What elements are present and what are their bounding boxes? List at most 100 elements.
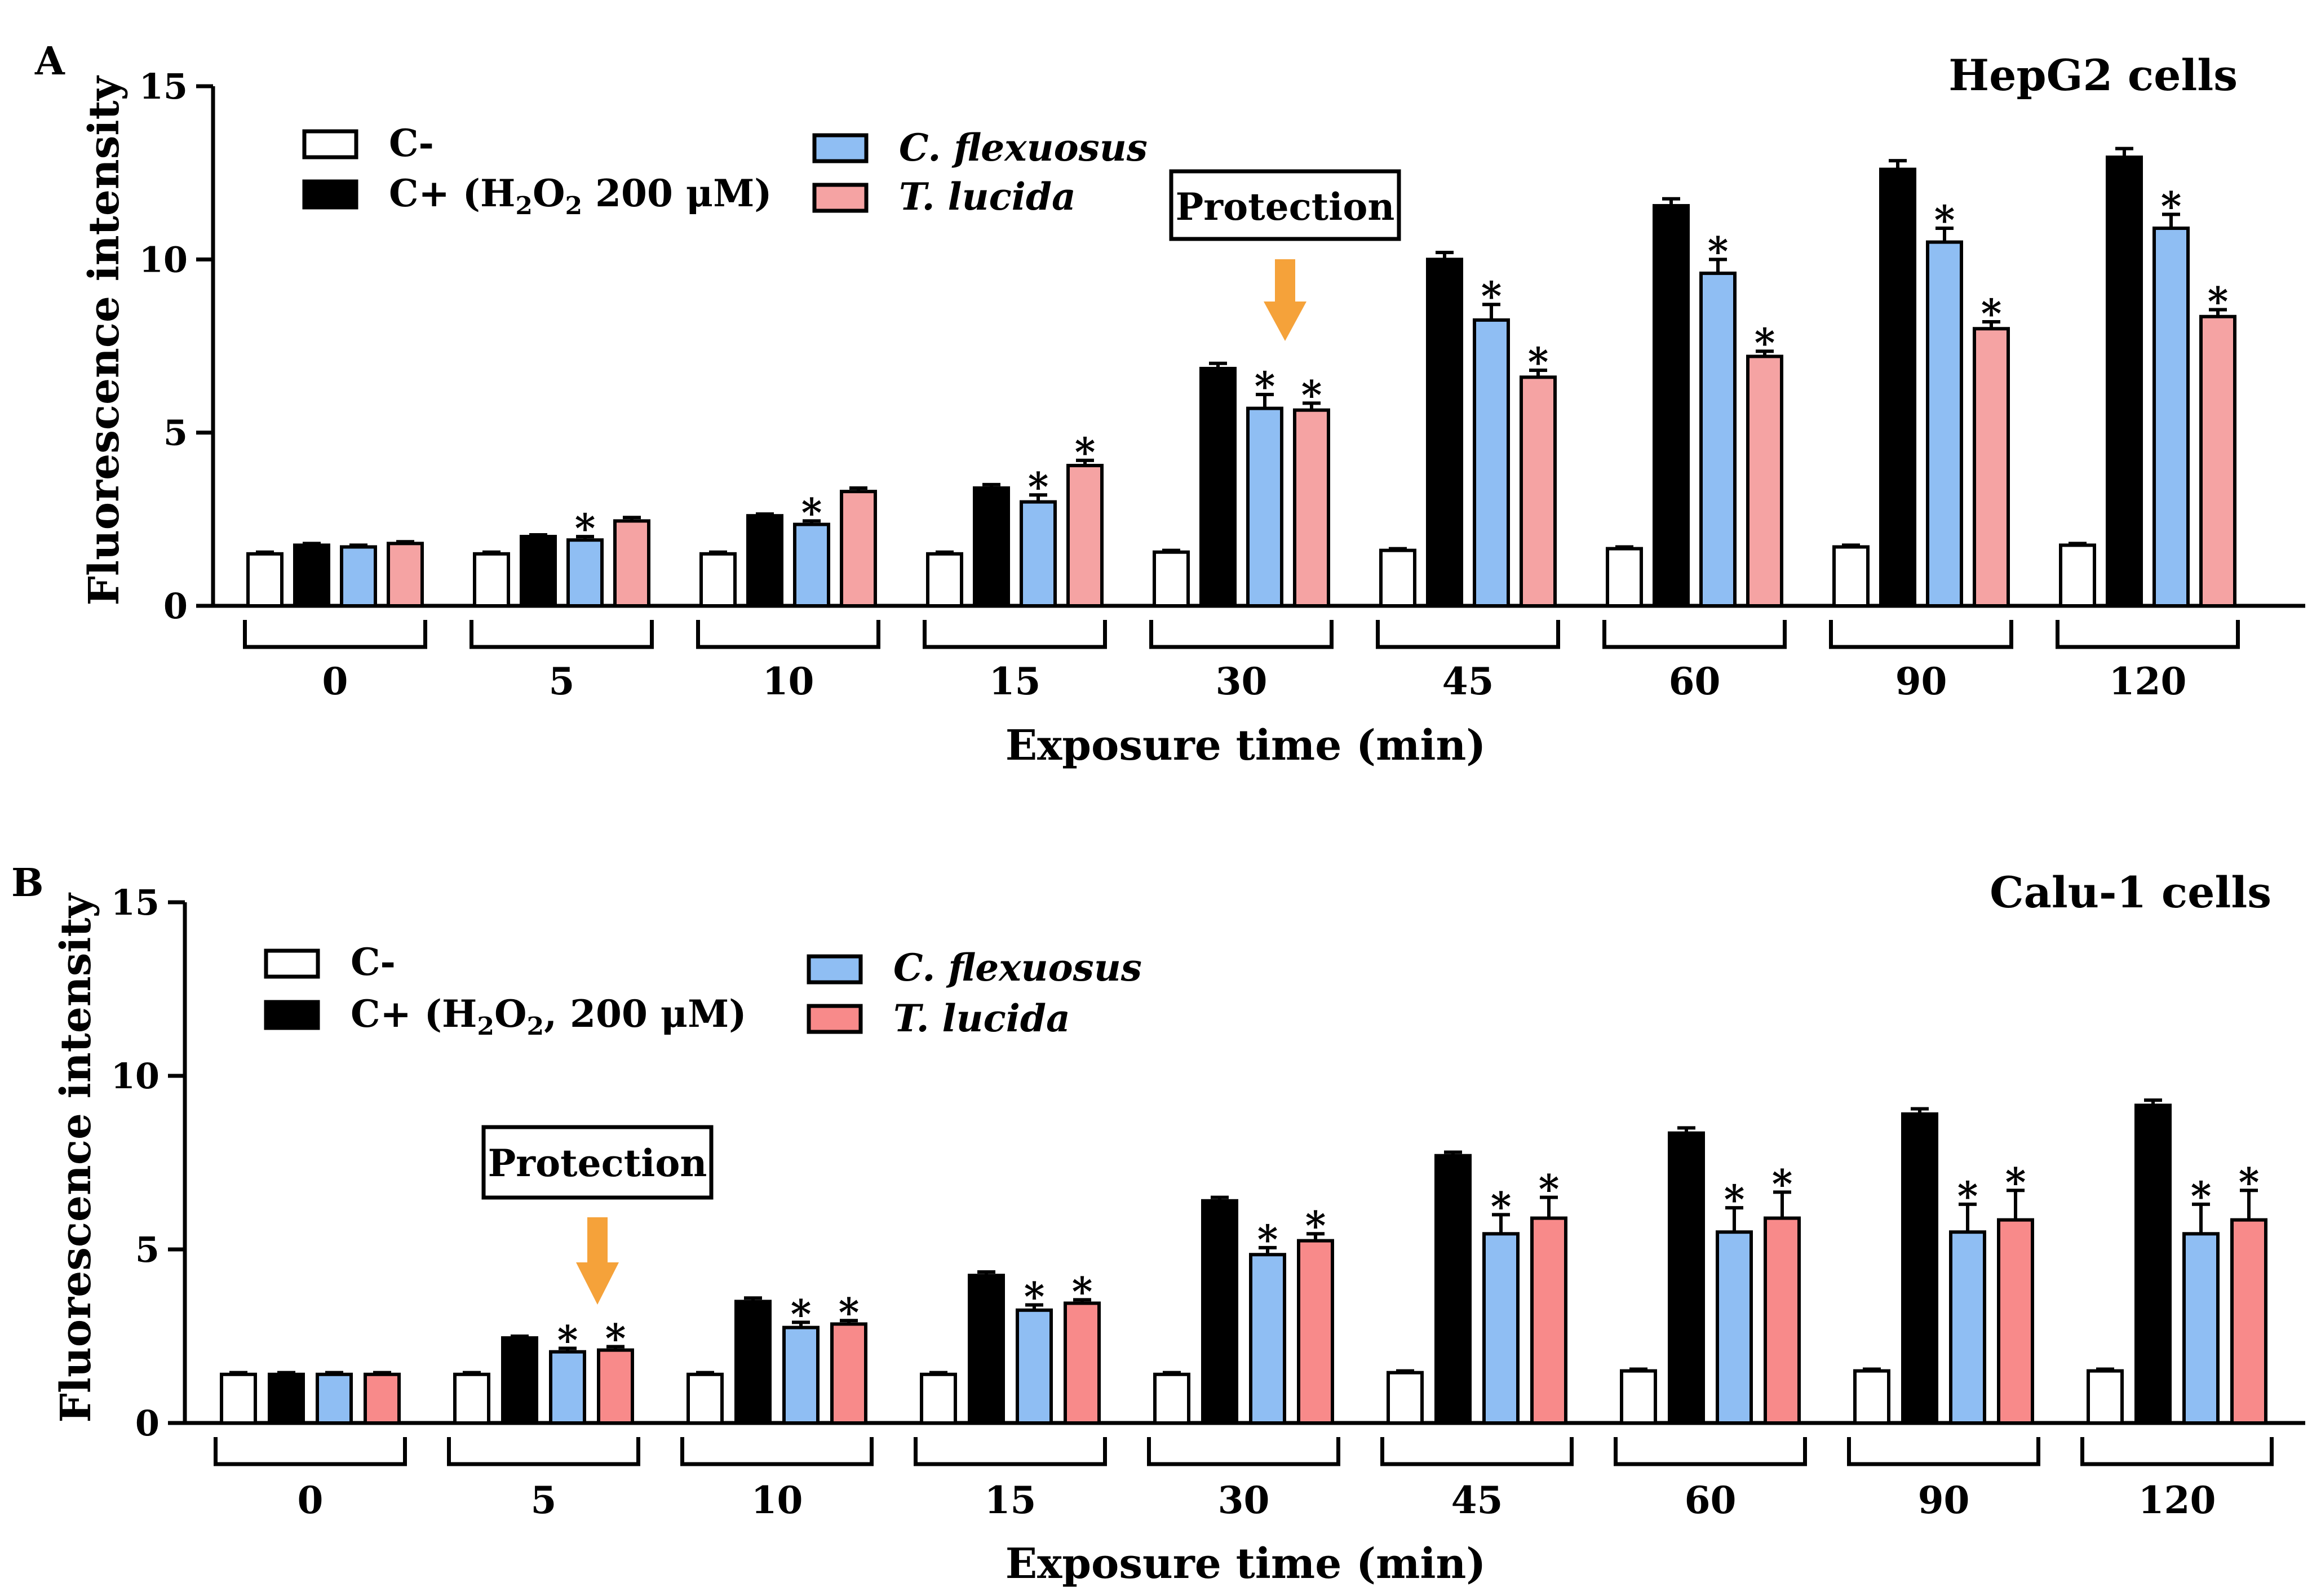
panel-a-bar bbox=[1653, 204, 1690, 608]
legend-a-label-c-plus: C+ (H2O2 200 μM) bbox=[389, 171, 772, 220]
panel-b-x-category-label: 120 bbox=[2138, 1478, 2216, 1522]
panel-a-category-bracket bbox=[243, 620, 427, 649]
panel-b-bar bbox=[1064, 1301, 1101, 1425]
panel-a-category-bracket bbox=[923, 620, 1107, 649]
panel-a-significance-star: * bbox=[1075, 429, 1096, 476]
legend-b-label-c-plus: C+ (H2O2, 200 μM) bbox=[351, 992, 746, 1041]
panel-b-bar bbox=[830, 1322, 867, 1425]
panel-b-y-tick-label: 10 bbox=[111, 1056, 160, 1097]
panel-b-bar bbox=[1530, 1216, 1567, 1425]
panel-a-bar bbox=[1832, 545, 1870, 608]
panel-a-bar bbox=[1926, 240, 1963, 608]
panel-b-bar bbox=[501, 1336, 538, 1425]
panel-a-category-bracket bbox=[1149, 620, 1334, 649]
panel-a-bar bbox=[520, 535, 557, 608]
panel-a-bar bbox=[613, 519, 650, 608]
panel-b-x-axis-title: Exposure time (min) bbox=[1006, 1540, 1486, 1588]
panel-a-letter: A bbox=[34, 39, 65, 84]
panel-b-category-bracket bbox=[447, 1437, 640, 1466]
panel-a-category-bracket bbox=[1376, 620, 1560, 649]
legend-a-label-t-lucida: T. lucida bbox=[899, 175, 1076, 219]
panel-a-bar bbox=[1879, 167, 1916, 608]
panel-b-protection-arrow bbox=[576, 1217, 619, 1305]
panel-a-significance-star: * bbox=[1755, 320, 1775, 366]
panel-a-significance-star: * bbox=[801, 489, 822, 536]
panel-b-bar bbox=[2230, 1218, 2267, 1425]
panel-a-significance-star: * bbox=[1708, 228, 1729, 274]
panel-a-x-category-label: 10 bbox=[763, 659, 814, 703]
panel-b-protection-label: Protection bbox=[488, 1141, 707, 1185]
panel-b-bar bbox=[2087, 1369, 2124, 1425]
panel-b-significance-star: * bbox=[1724, 1176, 1745, 1223]
panel-b-bar bbox=[782, 1325, 820, 1425]
panel-b-significance-star: * bbox=[1257, 1216, 1278, 1263]
panel-b-significance-star: * bbox=[1539, 1166, 1560, 1213]
legend-a-swatch-t-lucida bbox=[812, 183, 869, 213]
panel-a-bar bbox=[1246, 406, 1283, 608]
panel-a-category-bracket bbox=[470, 620, 654, 649]
panel-b-significance-star: * bbox=[1772, 1160, 1793, 1207]
panel-a-bar bbox=[1426, 258, 1463, 608]
panel-b-category-bracket bbox=[680, 1437, 874, 1466]
panel-b-category-bracket bbox=[1380, 1437, 1574, 1466]
panel-b-bar bbox=[1764, 1216, 1801, 1425]
panel-b-y-tick-label: 5 bbox=[135, 1229, 160, 1270]
panel-a-x-category-label: 5 bbox=[549, 659, 575, 703]
panel-a-bar bbox=[1379, 548, 1416, 608]
panel-a: A HepG2 cells Fluorescence intensity Exp… bbox=[34, 39, 2305, 770]
panel-b-category-brackets: 0 5 10 15 30 45 60 90 120 bbox=[214, 1437, 2274, 1522]
panel-b-x-category-label: 45 bbox=[1451, 1478, 1503, 1522]
panel-a-protection-label: Protection bbox=[1176, 185, 1395, 229]
panel-a-y-axis-title: Fluorescence intensity bbox=[80, 75, 129, 605]
panel-a-bars: * * * * * * * * * * * * * * bbox=[246, 147, 2236, 608]
panel-b-significance-star: * bbox=[1072, 1268, 1093, 1315]
panel-b-bar bbox=[453, 1372, 490, 1425]
panel-b-bar bbox=[549, 1350, 586, 1425]
legend-b-swatch-c-plus bbox=[264, 1000, 320, 1030]
panel-b-bar bbox=[1387, 1371, 1424, 1425]
panel-b-bar bbox=[1668, 1131, 1705, 1425]
panel-a-significance-star: * bbox=[1028, 463, 1049, 510]
panel-b-x-category-label: 90 bbox=[1918, 1478, 1970, 1522]
panel-a-significance-star: * bbox=[1255, 363, 1275, 410]
panel-b-category-bracket bbox=[2080, 1437, 2274, 1466]
panel-b-bar bbox=[1901, 1112, 1938, 1425]
panel-a-bar bbox=[699, 552, 737, 608]
panel-a-bar bbox=[2199, 314, 2236, 608]
panel-b-bar bbox=[1297, 1239, 1334, 1425]
panel-a-significance-star: * bbox=[1481, 273, 1502, 320]
legend-a-swatch-c-minus bbox=[302, 129, 358, 159]
panel-b-bar bbox=[1016, 1308, 1053, 1425]
panel-b-bar bbox=[1153, 1372, 1190, 1425]
panel-a-significance-star: * bbox=[1528, 339, 1549, 385]
panel-a-bar bbox=[293, 543, 330, 608]
panel-b-bar bbox=[1949, 1230, 1986, 1425]
panel-b-significance-star: * bbox=[2191, 1173, 2212, 1220]
panel-a-y-tick-label: 0 bbox=[163, 586, 188, 627]
panel-a-bar bbox=[973, 486, 1010, 608]
legend-b-swatch-t-lucida bbox=[807, 1004, 863, 1034]
panel-b-category-bracket bbox=[214, 1437, 407, 1466]
panel-b-bar bbox=[1997, 1218, 2034, 1425]
panel-b-legend: C- C+ (H2O2, 200 μM) C. flexuosus T. luc… bbox=[264, 940, 1142, 1041]
panel-a-bar bbox=[1746, 354, 1783, 608]
panel-b-bars: * * * * * * * * * * * * * * * * bbox=[220, 1098, 2267, 1425]
panel-b-x-category-label: 5 bbox=[531, 1478, 557, 1522]
panel-b-y-tick-label: 0 bbox=[135, 1403, 160, 1444]
panel-a-protection-box bbox=[1169, 169, 1401, 241]
panel-b-x-category-label: 0 bbox=[298, 1478, 324, 1522]
legend-b-label-c-minus: C- bbox=[351, 940, 396, 984]
legend-b-label-t-lucida: T. lucida bbox=[893, 996, 1070, 1040]
legend-a-swatch-c-plus bbox=[302, 179, 358, 210]
panel-b-category-bracket bbox=[1147, 1437, 1340, 1466]
panel-b-x-category-label: 10 bbox=[751, 1478, 803, 1522]
panel-a-category-bracket bbox=[696, 620, 880, 649]
legend-b-label-c-flexuosus: C. flexuosus bbox=[893, 946, 1142, 990]
panel-a-significance-star: * bbox=[575, 505, 596, 552]
panel-b-bar bbox=[1201, 1199, 1238, 1425]
panel-b-bar bbox=[220, 1372, 257, 1425]
panel-a-bar bbox=[340, 545, 377, 608]
panel-a-bar bbox=[1973, 327, 2010, 608]
panel-a-bar bbox=[1153, 550, 1190, 608]
